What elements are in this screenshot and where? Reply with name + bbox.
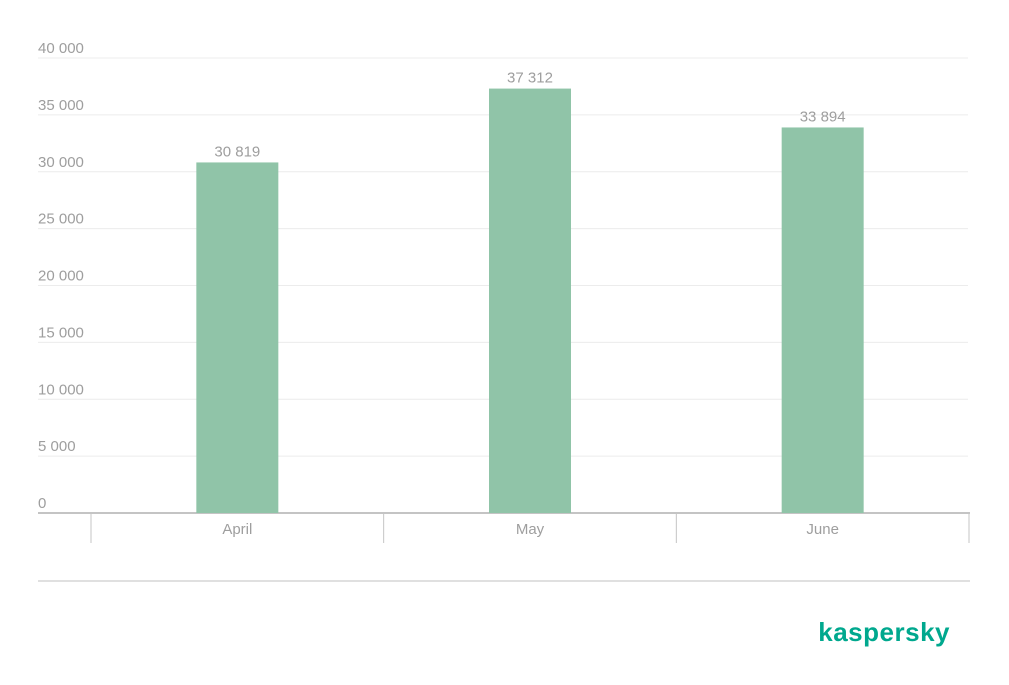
y-tick-label: 5 000 bbox=[38, 438, 76, 455]
value-label: 33 894 bbox=[800, 108, 846, 125]
bar bbox=[781, 127, 864, 513]
y-tick-label: 40 000 bbox=[38, 40, 84, 57]
value-label: 37 312 bbox=[507, 70, 553, 87]
value-label: 30 819 bbox=[214, 143, 260, 160]
x-tick-label: April bbox=[222, 521, 252, 538]
y-tick-label: 30 000 bbox=[38, 154, 84, 171]
logo: kaspersky bbox=[818, 617, 950, 647]
y-tick-label: 20 000 bbox=[38, 268, 84, 285]
y-tick-label: 0 bbox=[38, 495, 46, 512]
x-tick-label: May bbox=[516, 521, 545, 538]
y-tick-label: 25 000 bbox=[38, 211, 84, 228]
x-tick-label: June bbox=[806, 521, 839, 538]
y-tick-label: 10 000 bbox=[38, 381, 84, 398]
bar bbox=[489, 88, 571, 514]
bar bbox=[196, 162, 279, 513]
y-tick-label: 15 000 bbox=[38, 324, 84, 341]
y-tick-label: 35 000 bbox=[38, 97, 84, 114]
